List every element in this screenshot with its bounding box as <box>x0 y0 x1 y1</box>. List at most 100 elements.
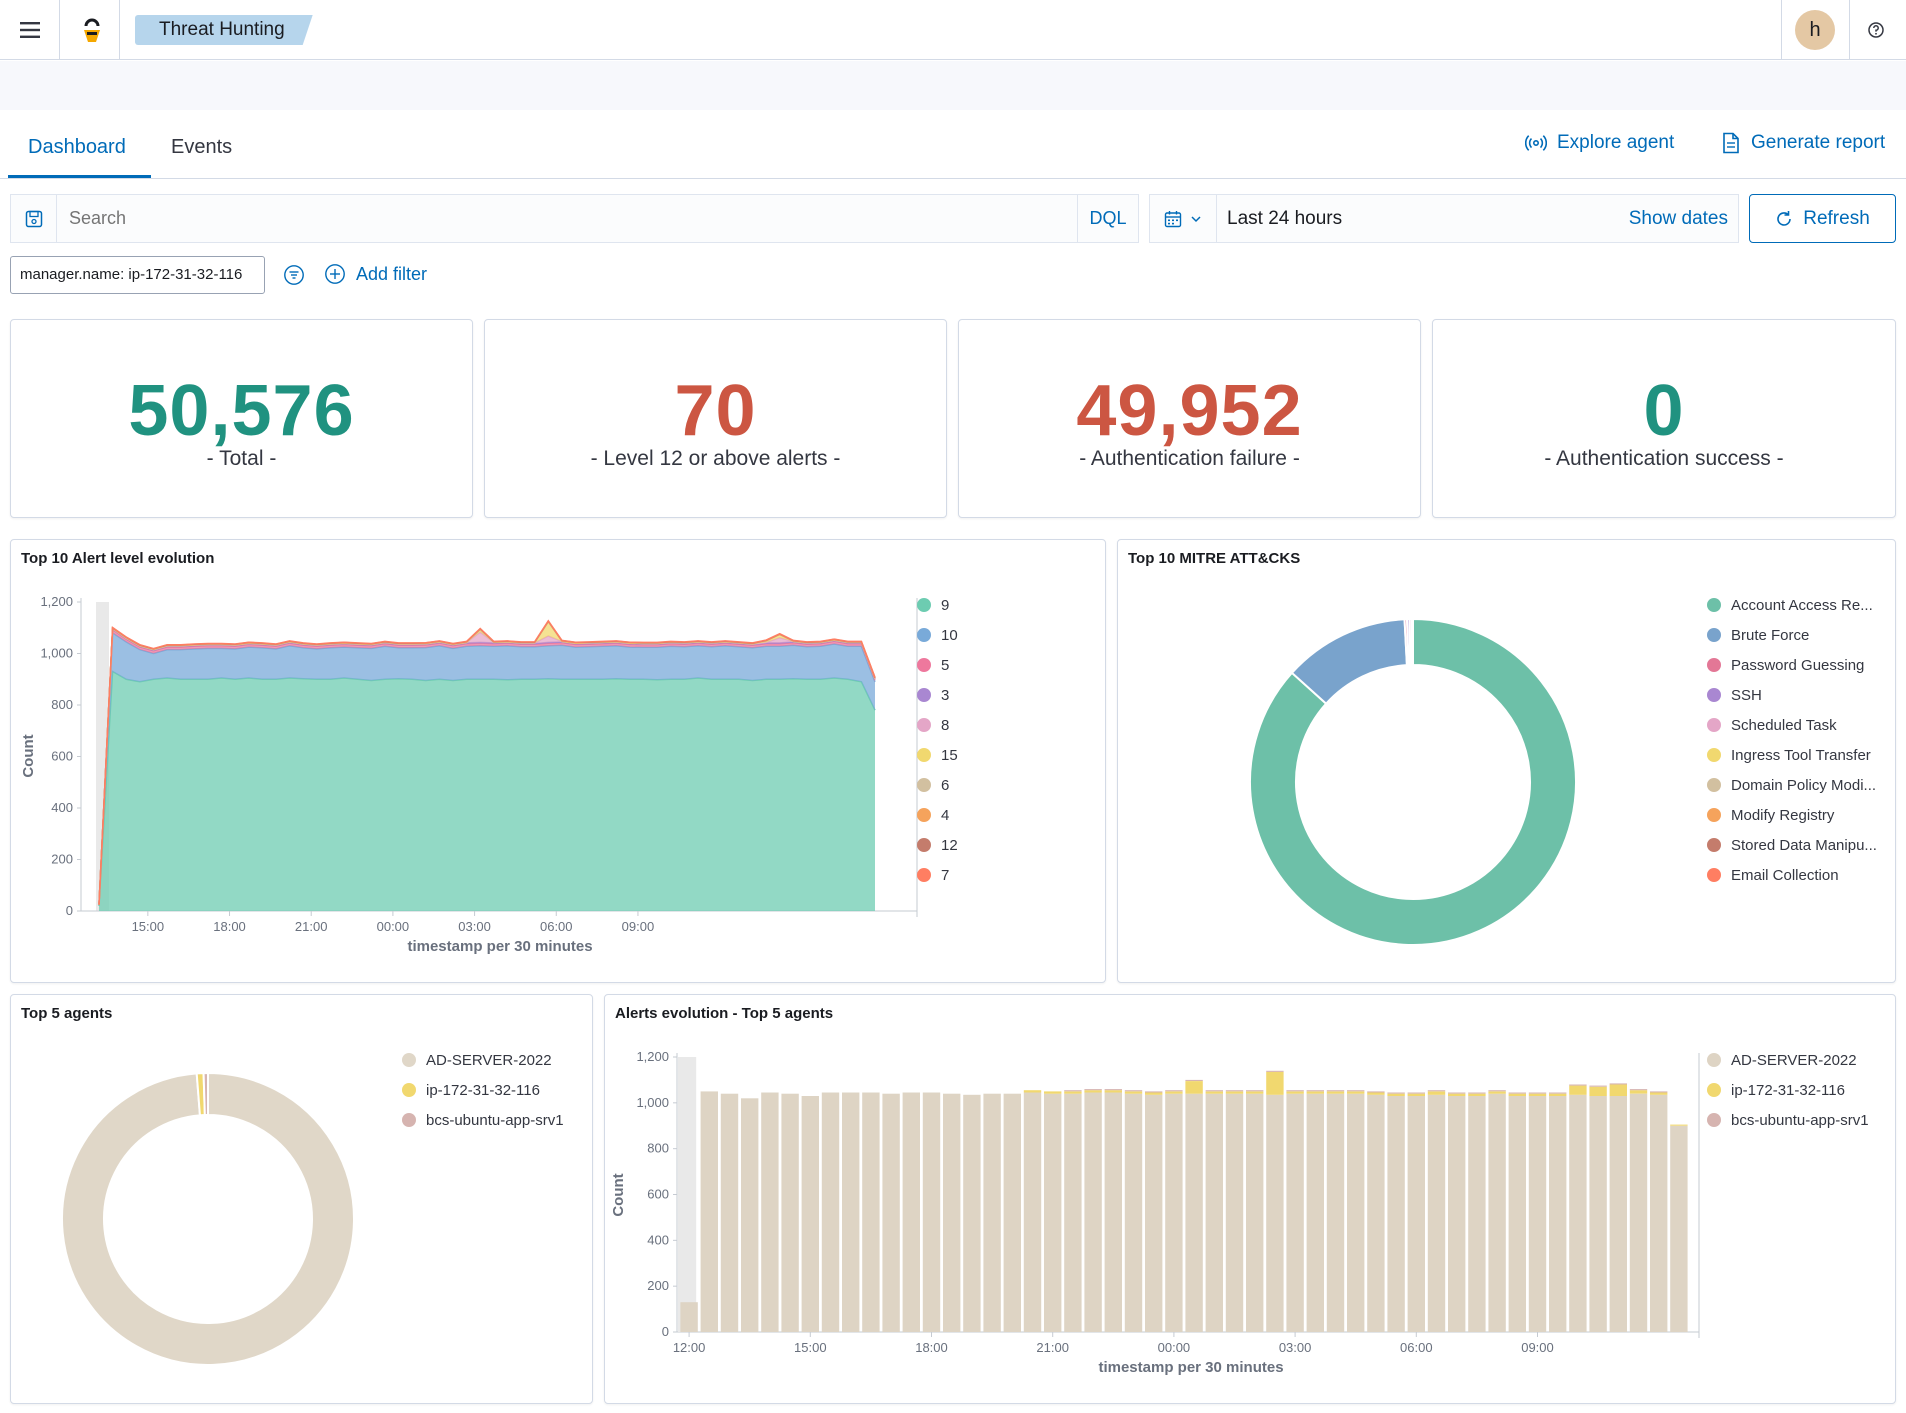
x-tick-label: 03:00 <box>458 919 491 934</box>
help-button[interactable] <box>1866 20 1886 40</box>
add-filter-button[interactable]: Add filter <box>324 263 427 285</box>
legend-label: Brute Force <box>1731 626 1810 644</box>
broadcast-icon <box>1525 135 1547 151</box>
mitre-legend-item[interactable]: Domain Policy Modi... <box>1707 770 1877 800</box>
mitre-legend-item[interactable]: Ingress Tool Transfer <box>1707 740 1877 770</box>
tab-events[interactable]: Events <box>171 136 233 158</box>
saved-queries-button[interactable] <box>11 195 57 242</box>
quick-date-menu-button[interactable] <box>1150 195 1217 242</box>
alert-level-legend-item[interactable]: 12 <box>917 830 958 860</box>
mitre-legend-item[interactable]: Account Access Re... <box>1707 590 1877 620</box>
y-tick-label: 400 <box>647 1232 669 1247</box>
alert-level-legend-item[interactable]: 10 <box>917 620 958 650</box>
alert-level-legend-item[interactable]: 9 <box>917 590 958 620</box>
bar-segment-0 <box>1185 1093 1203 1332</box>
agents-legend-item[interactable]: bcs-ubuntu-app-srv1 <box>402 1105 564 1135</box>
avatar[interactable]: h <box>1795 10 1835 50</box>
agents-legend-item[interactable]: ip-172-31-32-116 <box>402 1075 564 1105</box>
bar-segment-2 <box>1448 1092 1466 1094</box>
filter-pill[interactable]: manager.name: ip-172-31-32-116 <box>10 256 265 294</box>
bar-segment-2 <box>1387 1092 1405 1094</box>
bar-segment-1 <box>1266 1071 1284 1095</box>
tab-dashboard[interactable]: Dashboard <box>28 136 126 158</box>
mitre-legend-item[interactable]: Stored Data Manipu... <box>1707 830 1877 860</box>
bar-segment-2 <box>1104 1089 1122 1091</box>
alert-level-legend-item[interactable]: 4 <box>917 800 958 830</box>
search-input[interactable] <box>57 195 1077 242</box>
legend-swatch <box>917 778 931 792</box>
x-tick-label: 18:00 <box>213 919 246 934</box>
generate-report-label: Generate report <box>1751 132 1886 153</box>
bar-segment-1 <box>1407 1093 1425 1096</box>
bar-segment-0 <box>1306 1093 1324 1332</box>
bar-segment-1 <box>1670 1124 1688 1126</box>
legend-label: 4 <box>941 806 950 824</box>
bar-segment-0 <box>1508 1096 1526 1332</box>
legend-label: bcs-ubuntu-app-srv1 <box>426 1111 564 1129</box>
alert-level-legend-item[interactable]: 15 <box>917 740 958 770</box>
metric-label: - Level 12 or above alerts - <box>590 447 841 470</box>
agents-evolution-legend-item[interactable]: AD-SERVER-2022 <box>1707 1045 1869 1075</box>
bar-segment-0 <box>1407 1096 1425 1332</box>
alert-level-legend-item[interactable]: 3 <box>917 680 958 710</box>
bar-segment-0 <box>1165 1093 1183 1332</box>
filter-options-button[interactable] <box>283 264 305 286</box>
explore-agent-button[interactable]: Explore agent <box>1525 132 1674 154</box>
bar-segment-2 <box>1367 1091 1385 1093</box>
agents-evolution-legend-item[interactable]: bcs-ubuntu-app-srv1 <box>1707 1105 1869 1135</box>
app-title-tag[interactable]: Threat Hunting <box>135 15 313 45</box>
y-tick-label: 1,200 <box>636 1049 669 1064</box>
show-dates-button[interactable]: Show dates <box>1628 208 1728 229</box>
query-language-button[interactable]: DQL <box>1077 195 1138 242</box>
refresh-button[interactable]: Refresh <box>1749 194 1896 243</box>
legend-label: AD-SERVER-2022 <box>426 1051 552 1069</box>
legend-label: Domain Policy Modi... <box>1731 776 1877 794</box>
bar-segment-2 <box>1205 1090 1223 1092</box>
date-range-label[interactable]: Last 24 hours <box>1227 208 1343 229</box>
x-tick-label: 09:00 <box>1521 1340 1554 1355</box>
x-tick-label: 00:00 <box>377 919 410 934</box>
query-bar: DQL <box>10 194 1139 243</box>
filter-icon <box>284 265 304 285</box>
mitre-legend-item[interactable]: Modify Registry <box>1707 800 1877 830</box>
bar-segment-0 <box>761 1092 779 1332</box>
bar-segment-0 <box>1286 1093 1304 1332</box>
x-tick-label: 21:00 <box>1036 1340 1069 1355</box>
mitre-legend-item[interactable]: Email Collection <box>1707 860 1877 890</box>
y-tick-label: 1,000 <box>40 646 73 661</box>
alert-level-legend-item[interactable]: 7 <box>917 860 958 890</box>
app-logo[interactable] <box>76 14 108 46</box>
mitre-legend-item[interactable]: SSH <box>1707 680 1877 710</box>
generate-report-button[interactable]: Generate report <box>1721 132 1885 154</box>
bar-segment-2 <box>1225 1090 1244 1092</box>
mitre-legend-item[interactable]: Brute Force <box>1707 620 1877 650</box>
y-tick-label: 600 <box>647 1187 669 1202</box>
area-series-10 <box>99 632 875 906</box>
mitre-legend-item[interactable]: Scheduled Task <box>1707 710 1877 740</box>
bar-segment-2 <box>1609 1083 1627 1085</box>
bar-segment-2 <box>1508 1092 1526 1094</box>
bar-segment-1 <box>1468 1093 1486 1096</box>
alert-level-legend-item[interactable]: 5 <box>917 650 958 680</box>
bar-segment-0 <box>1124 1093 1143 1332</box>
metric-auth-failure: 49,952 - Authentication failure - <box>958 319 1421 518</box>
y-tick-label: 800 <box>647 1141 669 1156</box>
x-tick-label: 03:00 <box>1279 1340 1312 1355</box>
agents-evolution-legend-item[interactable]: ip-172-31-32-116 <box>1707 1075 1869 1105</box>
legend-swatch <box>1707 628 1721 642</box>
mitre-legend-item[interactable]: Password Guessing <box>1707 650 1877 680</box>
legend-swatch <box>917 808 931 822</box>
legend-label: ip-172-31-32-116 <box>426 1081 540 1099</box>
legend-label: Scheduled Task <box>1731 716 1837 734</box>
bar-segment-0 <box>983 1093 1001 1332</box>
bar-segment-1 <box>1387 1093 1405 1096</box>
metric-total: 50,576 - Total - <box>10 319 473 518</box>
legend-swatch <box>917 718 931 732</box>
bar-segment-1 <box>1528 1093 1547 1096</box>
alert-level-legend-item[interactable]: 6 <box>917 770 958 800</box>
legend-swatch <box>1707 838 1721 852</box>
alert-level-legend-item[interactable]: 8 <box>917 710 958 740</box>
bar-segment-0 <box>1246 1093 1264 1332</box>
menu-button[interactable] <box>18 18 42 42</box>
agents-legend-item[interactable]: AD-SERVER-2022 <box>402 1045 564 1075</box>
